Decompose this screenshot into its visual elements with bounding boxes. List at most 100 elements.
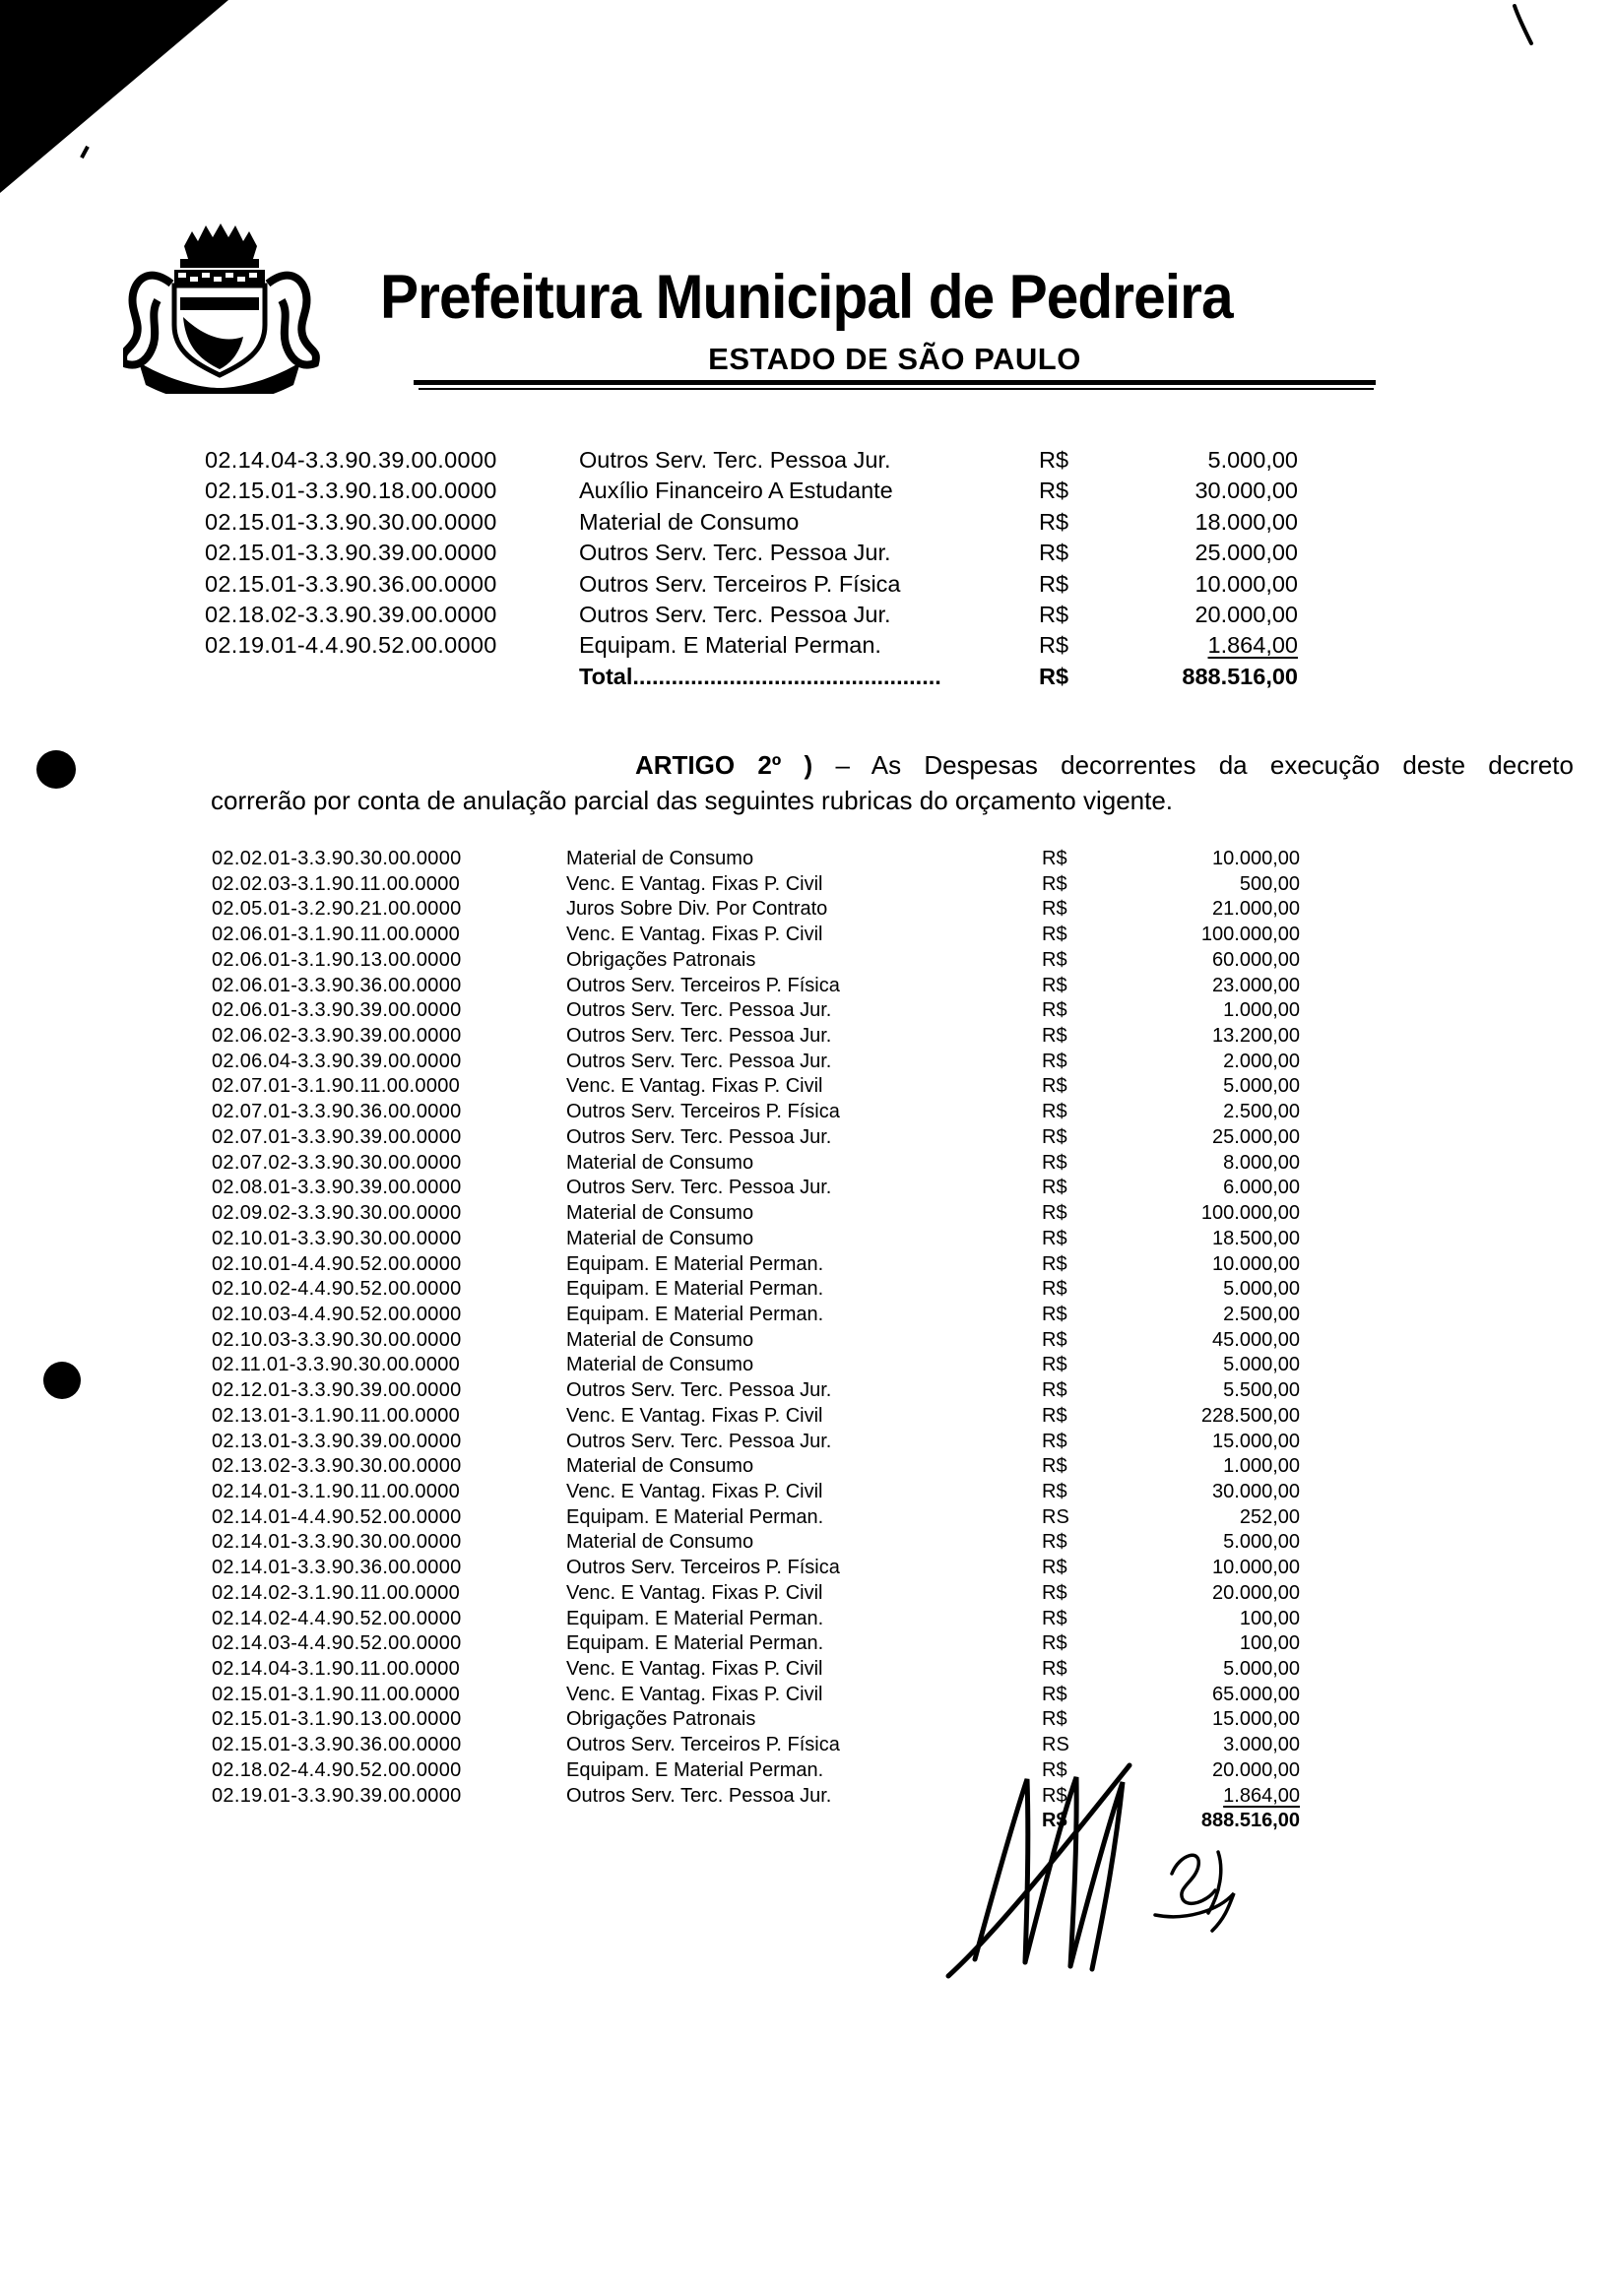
amount: 100.000,00 (1200, 924, 1300, 946)
currency-symbol: R$ (1042, 1328, 1067, 1351)
scan-mark-backslash (1513, 4, 1533, 45)
budget-description: Venc. E Vantag. Fixas P. Civil (566, 1683, 823, 1705)
amount: 100.000,00 (1200, 1202, 1300, 1225)
currency-symbol: R$ (1042, 1455, 1067, 1478)
table-row: 02.15.01-3.3.90.39.00.0000 Outros Serv. … (205, 538, 1298, 568)
budget-description: Obrigações Patronais (566, 1708, 756, 1731)
table-row: 02.14.01-3.1.90.11.00.0000 Venc. E Vanta… (212, 1480, 1300, 1505)
budget-description: Outros Serv. Terc. Pessoa Jur. (566, 1379, 832, 1402)
budget-description: Equipam. E Material Perman. (566, 1278, 824, 1301)
municipal-coat-of-arms-icon (123, 223, 320, 394)
budget-description: Venc. E Vantag. Fixas P. Civil (566, 1480, 823, 1502)
amount: 500,00 (1239, 872, 1300, 895)
budget-code: 02.06.01-3.3.90.39.00.0000 (212, 999, 462, 1022)
currency-symbol: R$ (1042, 1784, 1067, 1807)
budget-description: Equipam. E Material Perman. (566, 1303, 824, 1325)
budget-code: 02.10.03-3.3.90.30.00.0000 (212, 1328, 462, 1351)
table-row: 02.14.04-3.3.90.39.00.0000 Outros Serv. … (205, 445, 1298, 476)
currency-symbol: RS (1042, 1734, 1069, 1756)
budget-description: Material de Consumo (579, 508, 800, 535)
currency-symbol: R$ (1042, 848, 1067, 869)
amount: 20.000,00 (1194, 601, 1298, 627)
table-row: 02.13.02-3.3.90.30.00.0000 Material de C… (212, 1454, 1300, 1480)
currency-symbol: R$ (1042, 1658, 1067, 1680)
budget-code: 02.06.01-3.1.90.13.00.0000 (212, 948, 462, 971)
table-row: 02.02.03-3.1.90.11.00.0000 Venc. E Vanta… (212, 872, 1300, 898)
budget-code: 02.15.01-3.1.90.13.00.0000 (212, 1708, 462, 1731)
table-row: 02.15.01-3.3.90.36.00.0000 Outros Serv. … (205, 569, 1298, 600)
currency-symbol: R$ (1042, 898, 1067, 921)
budget-code: 02.18.02-4.4.90.52.00.0000 (212, 1758, 462, 1781)
table-row: 02.14.04-3.1.90.11.00.0000 Venc. E Vanta… (212, 1657, 1300, 1683)
currency-symbol: R$ (1042, 1632, 1067, 1655)
budget-description: Material de Consumo (566, 1354, 754, 1376)
table-row: 02.14.01-4.4.90.52.00.0000 Equipam. E Ma… (212, 1505, 1300, 1531)
table-row: 02.14.01-3.3.90.30.00.0000 Material de C… (212, 1530, 1300, 1556)
table-row: 02.06.01-3.1.90.11.00.0000 Venc. E Vanta… (212, 923, 1300, 948)
budget-description: Outros Serv. Terc. Pessoa Jur. (579, 540, 891, 566)
budget-description: Outros Serv. Terceiros P. Física (566, 974, 840, 996)
budget-code: 02.15.01-3.3.90.36.00.0000 (205, 570, 497, 597)
budget-description: Equipam. E Material Perman. (566, 1252, 824, 1275)
currency-symbol: R$ (1042, 1531, 1067, 1554)
table-row: 02.18.02-3.3.90.39.00.0000 Outros Serv. … (205, 600, 1298, 630)
budget-description: Outros Serv. Terceiros P. Física (566, 1557, 840, 1579)
amount: 5.000,00 (1207, 447, 1298, 473)
table-row: 02.10.01-3.3.90.30.00.0000 Material de C… (212, 1227, 1300, 1252)
table-row: 02.13.01-3.3.90.39.00.0000 Outros Serv. … (212, 1430, 1300, 1455)
budget-description: Outros Serv. Terc. Pessoa Jur. (566, 999, 832, 1022)
table-row: 02.19.01-4.4.90.52.00.0000 Equipam. E Ma… (205, 630, 1298, 661)
budget-description: Equipam. E Material Perman. (579, 632, 881, 659)
amount: 10.000,00 (1194, 570, 1298, 597)
amount: 2.500,00 (1223, 1101, 1300, 1123)
budget-table-2: 02.02.01-3.3.90.30.00.0000 Material de C… (212, 847, 1300, 1834)
page-subtitle: ESTADO DE SÃO PAULO (708, 342, 1081, 376)
table-row: 02.10.01-4.4.90.52.00.0000 Equipam. E Ma… (212, 1252, 1300, 1278)
table-row: 02.15.01-3.3.90.36.00.0000 Outros Serv. … (212, 1733, 1300, 1758)
budget-code: 02.02.03-3.1.90.11.00.0000 (212, 872, 461, 895)
amount: 13.200,00 (1212, 1025, 1300, 1048)
currency-symbol: R$ (1039, 540, 1069, 566)
table-row: 02.10.03-4.4.90.52.00.0000 Equipam. E Ma… (212, 1303, 1300, 1328)
amount: 3.000,00 (1223, 1734, 1300, 1756)
currency-symbol: R$ (1042, 1177, 1067, 1199)
budget-code: 02.07.01-3.1.90.11.00.0000 (212, 1075, 461, 1098)
budget-code: 02.09.02-3.3.90.30.00.0000 (212, 1202, 462, 1225)
budget-description: Outros Serv. Terc. Pessoa Jur. (566, 1784, 832, 1807)
table-row: 02.07.01-3.3.90.36.00.0000 Outros Serv. … (212, 1100, 1300, 1125)
budget-code: 02.15.01-3.1.90.11.00.0000 (212, 1683, 461, 1705)
signature-scribble (945, 1762, 1236, 1979)
amount: 65.000,00 (1212, 1683, 1300, 1705)
table-row: 02.15.01-3.3.90.30.00.0000 Material de C… (205, 507, 1298, 538)
budget-code: 02.15.01-3.3.90.30.00.0000 (205, 508, 497, 535)
currency-symbol: R$ (1039, 663, 1069, 689)
amount: 21.000,00 (1212, 898, 1300, 921)
table-row: 02.14.01-3.3.90.36.00.0000 Outros Serv. … (212, 1556, 1300, 1581)
budget-description: Juros Sobre Div. Por Contrato (566, 898, 828, 921)
table-row: 02.19.01-3.3.90.39.00.0000 Outros Serv. … (212, 1784, 1300, 1810)
budget-description: Obrigações Patronais (566, 948, 756, 971)
budget-description: Venc. E Vantag. Fixas P. Civil (566, 924, 823, 946)
budget-description: Outros Serv. Terc. Pessoa Jur. (566, 1025, 832, 1048)
amount: 18.000,00 (1194, 508, 1298, 535)
budget-code: 02.10.03-4.4.90.52.00.0000 (212, 1303, 462, 1325)
amount: 5.000,00 (1223, 1075, 1300, 1098)
amount: 100,00 (1239, 1632, 1300, 1655)
table-row: 02.14.02-3.1.90.11.00.0000 Venc. E Vanta… (212, 1581, 1300, 1607)
currency-symbol: R$ (1039, 508, 1069, 535)
budget-description: Material de Consumo (566, 1202, 754, 1225)
currency-symbol: R$ (1042, 1227, 1067, 1249)
budget-description: Outros Serv. Terc. Pessoa Jur. (566, 1177, 832, 1199)
amount: 2.500,00 (1223, 1303, 1300, 1325)
currency-symbol: R$ (1042, 1379, 1067, 1402)
budget-description: Outros Serv. Terceiros P. Física (566, 1734, 840, 1756)
amount: 18.500,00 (1212, 1227, 1300, 1249)
budget-description: Venc. E Vantag. Fixas P. Civil (566, 1581, 823, 1604)
table-row: 02.08.01-3.3.90.39.00.0000 Outros Serv. … (212, 1176, 1300, 1201)
article-2-line-2: correrão por conta de anulação parcial d… (211, 786, 1174, 815)
amount: 252,00 (1239, 1505, 1300, 1528)
header-rule (414, 380, 1376, 385)
amount: 1.000,00 (1223, 999, 1300, 1022)
budget-table-1-rows: 02.14.04-3.3.90.39.00.0000 Outros Serv. … (205, 445, 1298, 662)
currency-symbol: R$ (1042, 999, 1067, 1022)
